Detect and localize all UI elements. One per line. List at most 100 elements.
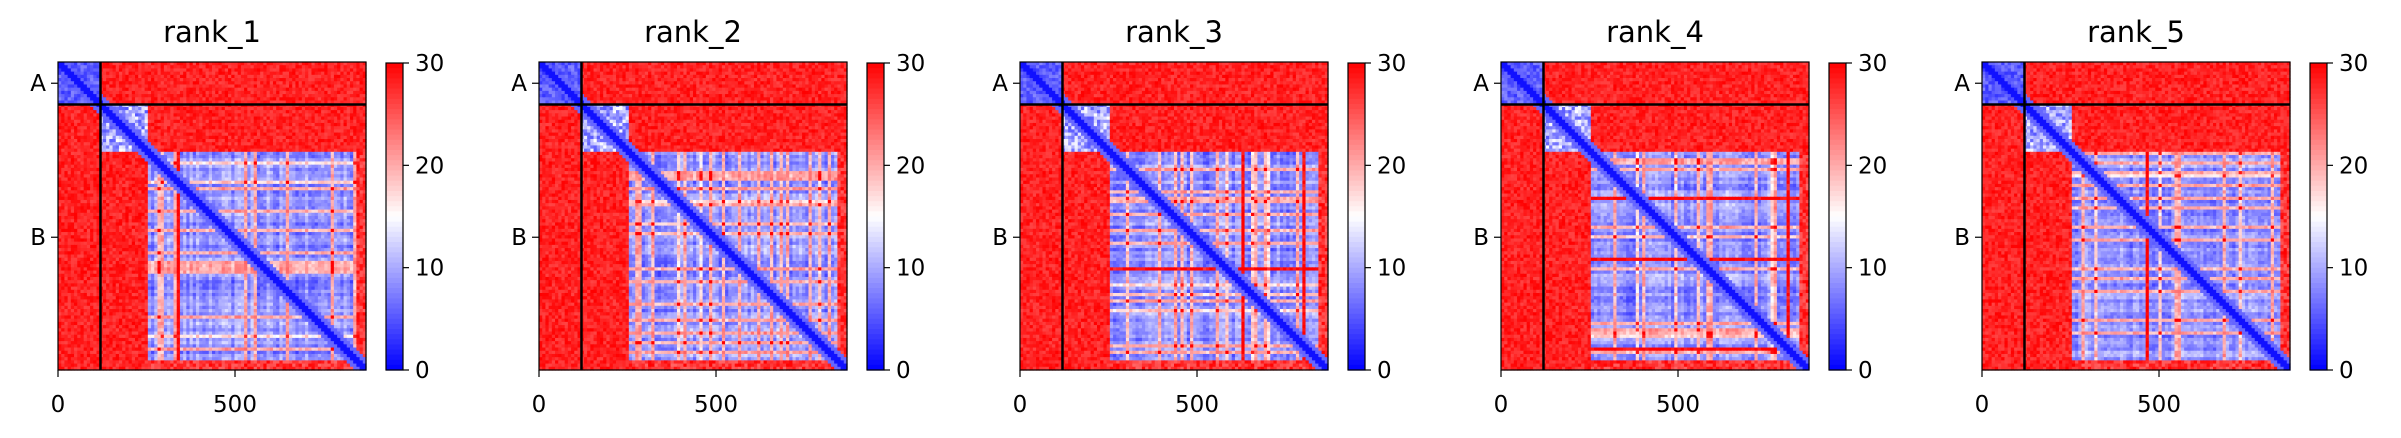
heatmap-cell <box>96 78 101 82</box>
heatmap-cell <box>112 71 117 76</box>
heatmap-cell <box>208 97 213 102</box>
heatmap-cell <box>195 74 200 79</box>
heatmap-cell <box>240 113 245 118</box>
heatmap-cell <box>253 94 258 98</box>
heatmap-cell <box>151 106 155 111</box>
heatmap-cell <box>154 65 159 70</box>
heatmap-cell <box>215 68 220 73</box>
heatmap-cell <box>86 116 91 121</box>
heatmap-cell <box>83 78 88 82</box>
heatmap-cell <box>144 62 149 66</box>
heatmap-cell <box>221 97 226 102</box>
heatmap-cell <box>215 65 220 70</box>
heatmap-cell <box>186 81 191 86</box>
heatmap-cell <box>221 87 226 92</box>
heatmap-cell <box>125 84 130 89</box>
heatmap-cell <box>224 100 229 105</box>
heatmap-cell <box>80 74 85 79</box>
heatmap-cell <box>195 65 200 70</box>
heatmap-cell <box>337 110 341 114</box>
heatmap-cell <box>276 74 280 79</box>
heatmap-cell <box>74 94 78 98</box>
heatmap-cell <box>301 106 306 111</box>
heatmap-cell <box>314 100 319 105</box>
heatmap-cell <box>64 110 69 114</box>
heatmap-cell <box>118 106 123 111</box>
heatmap-cell <box>125 65 130 70</box>
heatmap-cell <box>228 62 232 66</box>
heatmap-cell <box>330 74 335 79</box>
heatmap-cell <box>205 74 210 79</box>
heatmap-cell <box>118 87 123 92</box>
heatmap-cell <box>276 97 280 102</box>
heatmap-cell <box>212 84 216 89</box>
heatmap-cell <box>272 81 277 86</box>
heatmap-cell <box>154 106 159 111</box>
heatmap-cell <box>106 116 110 121</box>
heatmap-cell <box>147 74 152 79</box>
heatmap-cell <box>86 87 91 92</box>
heatmap-cell <box>96 84 101 89</box>
heatmap-cell <box>256 74 261 79</box>
heatmap-cell <box>131 78 136 82</box>
heatmap-cell <box>272 94 277 98</box>
heatmap-cell <box>234 110 239 114</box>
heatmap-cell <box>256 68 261 73</box>
heatmap-cell <box>317 84 322 89</box>
heatmap-cell <box>292 97 297 102</box>
heatmap-cell <box>260 84 264 89</box>
heatmap-cell <box>64 87 69 92</box>
heatmap-cell <box>208 94 213 98</box>
heatmap-cell <box>125 100 130 105</box>
heatmap-cell <box>179 90 184 95</box>
heatmap-cell <box>289 84 293 89</box>
heatmap-cell <box>256 87 261 92</box>
heatmap-cell <box>70 113 75 118</box>
heatmap-cell <box>224 84 229 89</box>
heatmap-cell <box>90 84 94 89</box>
heatmap-cell <box>292 74 297 79</box>
heatmap-cell <box>324 78 329 82</box>
heatmap-cell <box>141 74 146 79</box>
heatmap-cell <box>301 110 306 114</box>
heatmap-cell <box>346 65 351 70</box>
heatmap-cell <box>173 74 178 79</box>
heatmap-cell <box>202 106 207 111</box>
heatmap-cell <box>250 84 255 89</box>
heatmap-cell <box>305 113 309 118</box>
heatmap-cell <box>118 110 123 114</box>
heatmap-cell <box>102 94 107 98</box>
heatmap-cell <box>346 68 351 73</box>
heatmap-cell <box>154 62 159 66</box>
heatmap-cell <box>215 110 220 114</box>
heatmap-cell <box>163 116 168 121</box>
heatmap-cell <box>349 94 354 98</box>
heatmap-cell <box>305 87 309 92</box>
heatmap-cell <box>346 97 351 102</box>
heatmap-cell <box>96 106 101 111</box>
heatmap-cell <box>118 100 123 105</box>
heatmap-cell <box>83 100 88 105</box>
heatmap-cell <box>112 87 117 92</box>
heatmap-cell <box>340 94 345 98</box>
heatmap-cell <box>80 90 85 95</box>
heatmap-cell <box>141 113 146 118</box>
heatmap-cell <box>102 78 107 82</box>
heatmap-cell <box>151 110 155 114</box>
heatmap-cell <box>199 100 203 105</box>
heatmap-cell <box>102 97 107 102</box>
heatmap-cell <box>192 94 197 98</box>
heatmap-cell <box>343 97 348 102</box>
heatmap-cell <box>346 87 351 92</box>
heatmap-cell <box>141 94 146 98</box>
heatmap-cell <box>74 74 78 79</box>
heatmap-cell <box>208 84 213 89</box>
heatmap-cell <box>138 84 143 89</box>
heatmap-cell <box>221 78 226 82</box>
heatmap-cell <box>321 81 325 86</box>
heatmap-cell <box>212 78 216 82</box>
heatmap-cell <box>151 100 155 105</box>
heatmap-cell <box>102 84 107 89</box>
heatmap-cell <box>93 113 98 118</box>
heatmap-cell <box>83 97 88 102</box>
